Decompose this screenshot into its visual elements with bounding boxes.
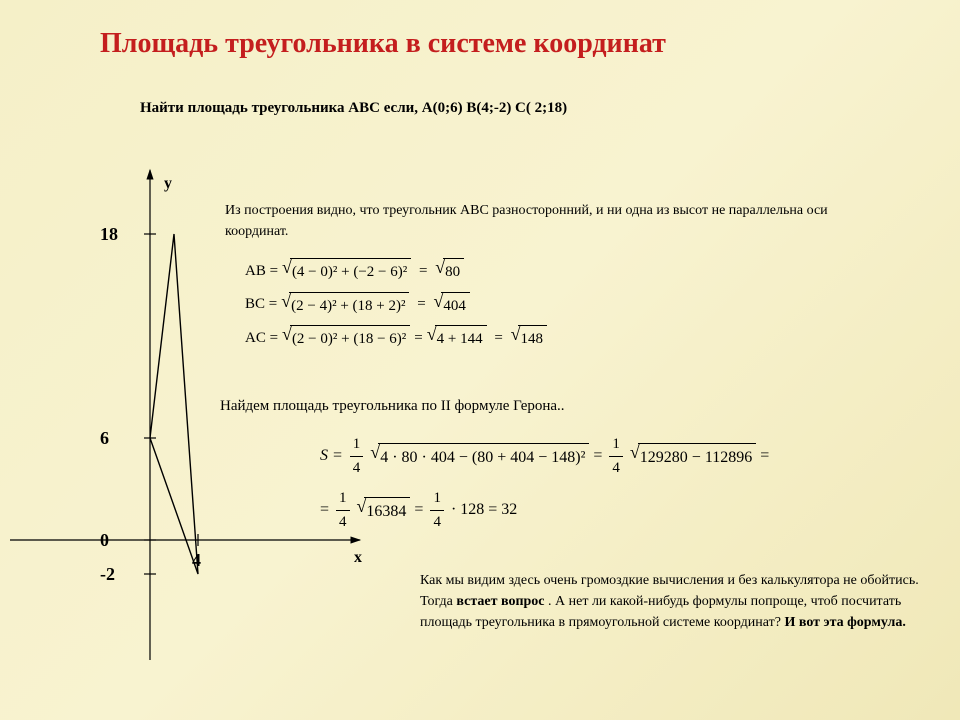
heron-final: · 128 = 32 [451,498,517,522]
svg-text:y: y [164,175,172,192]
formula-ac: AC = √(2 − 0)² + (18 − 6)² = √4 + 144 = … [245,325,885,351]
sqrt-icon: √(2 − 4)² + (18 + 2)² [281,292,409,318]
heron-intro: Найдем площадь треугольника по II формул… [220,395,920,418]
sqrt-icon: √4 + 144 [427,325,487,351]
distance-formulas: AB = √(4 − 0)² + (−2 − 6)² = √80 BC = √(… [245,250,885,359]
bc-label: BC = [245,293,277,316]
bc-result: 404 [441,292,470,318]
heron-formula: S = 14 √4 · 80 · 404 − (80 + 404 − 148)²… [320,425,940,541]
sqrt-icon: √16384 [357,497,411,524]
ab-result: 80 [443,258,464,284]
fraction: 14 [609,433,623,479]
fraction: 14 [430,487,444,533]
formula-ab: AB = √(4 − 0)² + (−2 − 6)² = √80 [245,258,885,284]
sqrt-icon: √(2 − 0)² + (18 − 6)² [282,325,410,351]
heron-step1b: 129280 − 112896 [638,443,756,470]
svg-text:x: x [354,549,362,566]
heron-line1: S = 14 √4 · 80 · 404 − (80 + 404 − 148)²… [320,433,940,479]
sqrt-icon: √4 · 80 · 404 − (80 + 404 − 148)² [370,443,589,470]
page-title: Площадь треугольника в системе координат [100,28,666,60]
problem-statement: Найти площадь треугольника АВС если, А(0… [140,100,567,117]
sqrt-icon: √129280 − 112896 [630,443,756,470]
ab-label: AB = [245,260,278,283]
ac-label: AC = [245,327,278,350]
heron-line2: = 14 √16384 = 14 · 128 = 32 [320,487,940,533]
eq-sign: = [413,293,429,316]
svg-text:-2: -2 [100,564,115,584]
intro-text: Из построения видно, что треугольник АВС… [225,200,865,242]
sqrt-icon: √148 [511,325,547,351]
sqrt-icon: √80 [435,258,464,284]
conclusion-p1: Как мы видим здесь очень громоздкие вычи… [420,573,915,588]
eq-sign: = [491,327,507,350]
ac-inner: (2 − 0)² + (18 − 6)² [290,325,410,351]
eq-sign: = [593,444,602,468]
fraction: 14 [336,487,350,533]
eq-sign: = [414,498,423,522]
svg-text:6: 6 [100,428,109,448]
eq-sign: = [415,260,431,283]
conclusion-bold2: И вот эта формула. [784,615,905,630]
sqrt-icon: √404 [433,292,469,318]
heron-step2: 16384 [364,497,410,524]
ab-inner: (4 − 0)² + (−2 − 6)² [290,258,411,284]
eq-sign: = [320,498,329,522]
bc-inner: (2 − 4)² + (18 + 2)² [289,292,409,318]
conclusion-bold1: встает вопрос [456,594,544,609]
svg-text:18: 18 [100,224,118,244]
svg-text:0: 0 [100,530,109,550]
s-symbol: S = [320,444,343,468]
eq-sign: = [414,327,422,350]
formula-bc: BC = √(2 − 4)² + (18 + 2)² = √404 [245,292,885,318]
eq-sign: = [760,444,769,468]
sqrt-icon: √(4 − 0)² + (−2 − 6)² [282,258,411,284]
ac-mid: 4 + 144 [435,325,487,351]
conclusion-text: Как мы видим здесь очень громоздкие вычи… [420,570,920,633]
fraction: 14 [350,433,364,479]
heron-step1: 4 · 80 · 404 − (80 + 404 − 148)² [378,443,589,470]
ac-result: 148 [518,325,547,351]
